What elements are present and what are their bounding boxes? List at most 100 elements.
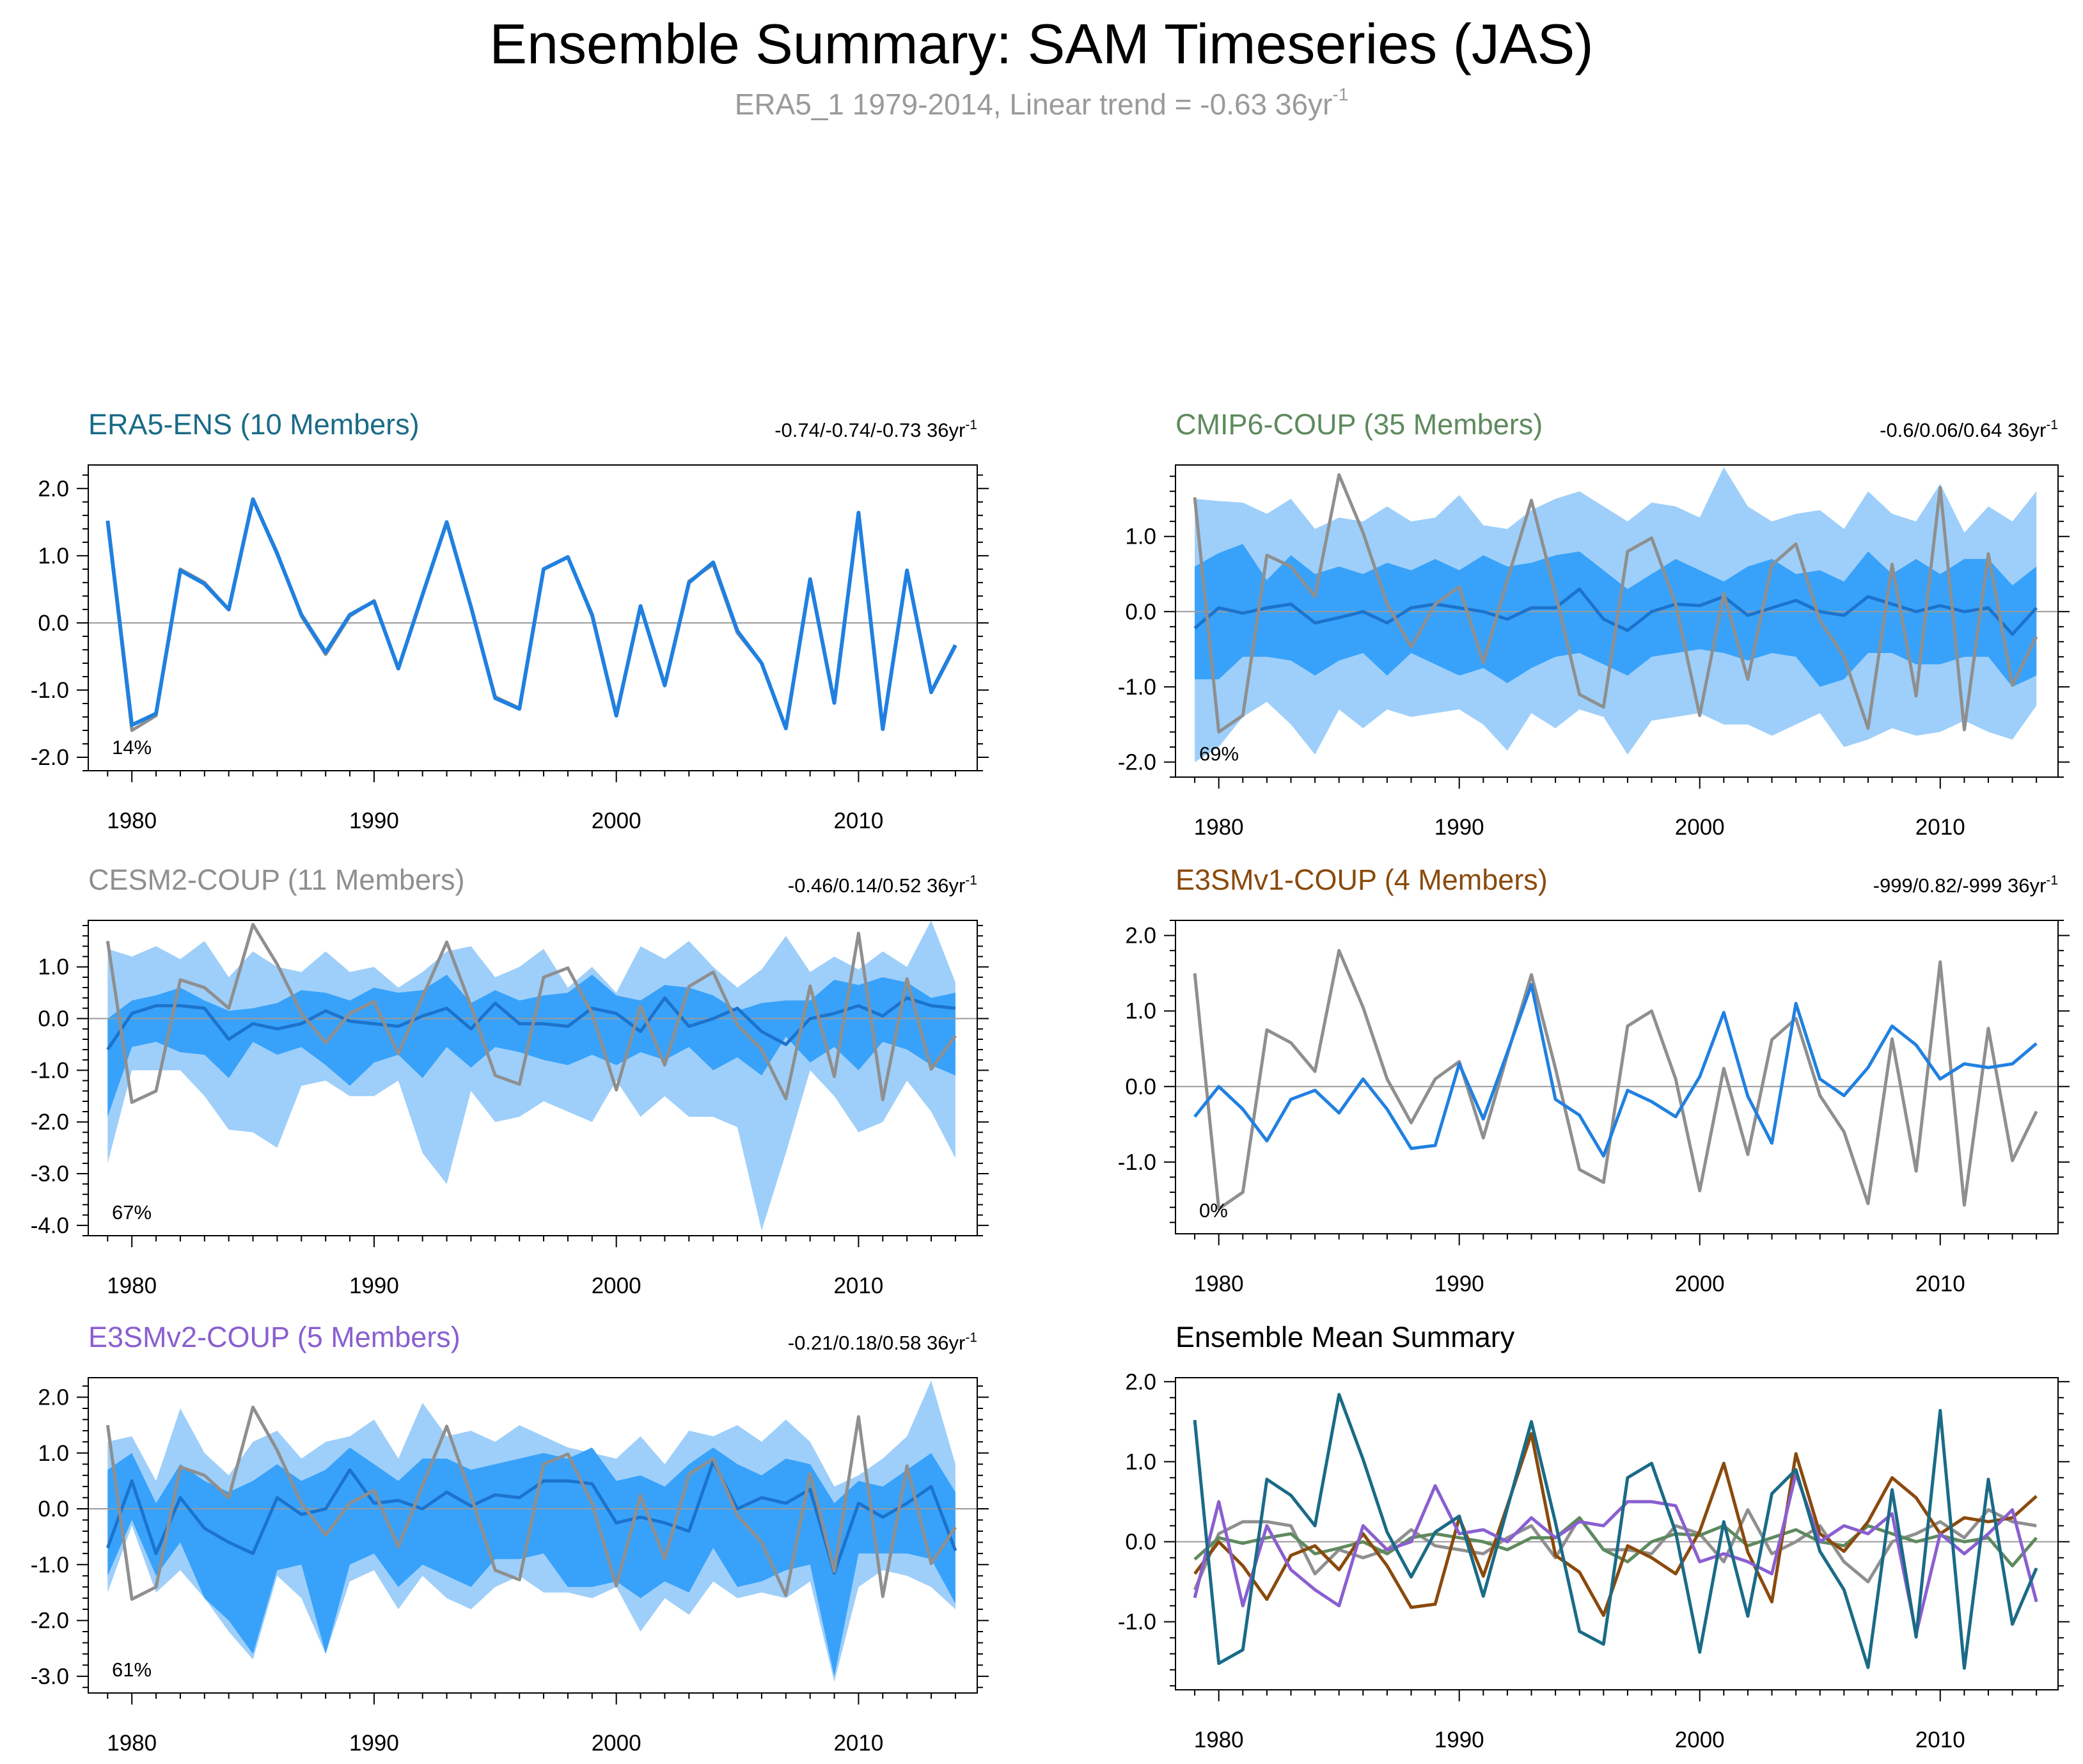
panel-e3smv2: E3SMv2-COUP (5 Members) -0.21/0.18/0.58 3…: [31, 1321, 989, 1756]
panel-summary: Ensemble Mean Summary 2.0 1.0 0.0 -1.0 1980 19…: [1118, 1321, 2070, 1752]
y-tick-label: 0.0: [38, 611, 69, 636]
y-tick-label: 0.0: [1125, 1075, 1156, 1099]
x-tick-label: 2010: [1915, 1728, 1965, 1752]
spread-band-outer: [107, 920, 955, 1231]
panel-title: ERA5-ENS (10 Members): [88, 408, 420, 441]
x-tick-label: 2000: [1675, 1728, 1725, 1752]
panel-title: Ensemble Mean Summary: [1175, 1321, 1515, 1353]
ensemble-line: [1193, 982, 2038, 1158]
x-tick-label: 2010: [833, 808, 883, 833]
x-tick-label: 1980: [107, 1273, 157, 1298]
x-tick-label: 1990: [1435, 1728, 1484, 1752]
panel-cmip6: CMIP6-COUP (35 Members) -0.6/0.06/0.64 36…: [1118, 408, 2070, 840]
plot-area: [88, 497, 977, 732]
y-tick-label: -2.0: [31, 745, 69, 770]
y-tick-label: 2.0: [38, 476, 69, 501]
y-tick-label: -1.0: [31, 678, 69, 703]
x-tick-label: 2000: [1675, 1272, 1725, 1296]
observed-line: [106, 1405, 957, 1601]
x-tick-label: 1980: [1194, 815, 1244, 840]
percent-label: 14%: [112, 736, 152, 759]
panel-era5: ERA5-ENS (10 Members) -0.74/-0.74/-0.73 3…: [31, 408, 989, 833]
x-tick-label: 1990: [349, 808, 399, 833]
subtitle-superscript: -1: [1332, 84, 1349, 104]
y-tick-label: 0.0: [38, 1497, 69, 1522]
trend-label: -999/0.82/-999 36yr-1: [1873, 873, 2058, 897]
x-tick-label: 2000: [592, 1273, 641, 1298]
observed-line: [1193, 949, 2038, 1211]
spread-band-inner: [107, 974, 955, 1117]
percent-label: 0%: [1199, 1199, 1228, 1222]
panel-title: E3SMv2-COUP (5 Members): [88, 1321, 460, 1353]
main-title: Ensemble Summary: SAM Timeseries (JAS): [489, 12, 1594, 75]
percent-label: 61%: [112, 1658, 152, 1681]
trend-label: -0.46/0.14/0.52 36yr-1: [788, 873, 977, 897]
series-line-era5-ens: [1193, 1392, 2038, 1670]
x-tick-label: 2010: [1915, 815, 1965, 840]
x-tick-label: 2010: [833, 1731, 883, 1756]
plot-frame: [88, 920, 978, 1236]
x-tick-label: 1990: [349, 1731, 399, 1756]
y-tick-label: -2.0: [31, 1110, 69, 1135]
plot-area: [88, 920, 977, 1231]
y-tick-label: 0.0: [1125, 599, 1156, 624]
panel-cesm2: CESM2-COUP (11 Members) -0.46/0.14/0.52 3…: [31, 863, 989, 1298]
plot-area: [88, 1380, 977, 1682]
trend-label: -0.74/-0.74/-0.73 36yr-1: [774, 418, 977, 441]
y-tick-label: -1.0: [1118, 1150, 1156, 1175]
observed-line: [106, 498, 957, 732]
x-tick-label: 1990: [1435, 1272, 1484, 1296]
y-tick-label: -3.0: [31, 1162, 69, 1186]
subtitle: ERA5_1 1979-2014, Linear trend = -0.63 3…: [0, 84, 2083, 122]
plot-frame: [88, 1377, 978, 1694]
x-tick-label: 1980: [1194, 1728, 1244, 1752]
spread-band-inner: [1195, 544, 2037, 687]
y-tick-label: 1.0: [1125, 524, 1156, 549]
trend-label: -0.6/0.06/0.64 36yr-1: [1880, 418, 2058, 441]
y-tick-label: -1.0: [31, 1058, 69, 1083]
plot-area: [1175, 1392, 2058, 1670]
x-tick-label: 2000: [592, 808, 641, 833]
series-line-e3smv1-coup: [1193, 1432, 2038, 1618]
x-tick-label: 2000: [592, 1731, 641, 1756]
y-tick-label: 1.0: [38, 544, 69, 569]
y-tick-label: 2.0: [38, 1385, 69, 1410]
y-tick-label: -1.0: [31, 1552, 69, 1577]
x-tick-label: 1990: [1435, 815, 1484, 840]
panel-title: CESM2-COUP (11 Members): [88, 863, 464, 896]
subtitle-text: ERA5_1 1979-2014, Linear trend = -0.63 3…: [734, 88, 1333, 121]
observed-line: [1193, 473, 2038, 734]
y-tick-label: -2.0: [1118, 750, 1156, 775]
plot-area: [1175, 467, 2058, 762]
y-tick-label: -1.0: [1118, 1610, 1156, 1635]
x-tick-label: 2010: [833, 1273, 883, 1298]
panel-e3smv1: E3SMv1-COUP (4 Members) -999/0.82/-999 36…: [1118, 863, 2070, 1296]
percent-label: 69%: [1199, 743, 1239, 765]
y-tick-label: 2.0: [1125, 1369, 1156, 1394]
x-tick-label: 2000: [1675, 815, 1725, 840]
x-tick-label: 1980: [1194, 1272, 1244, 1296]
plot-frame: [1175, 464, 2059, 778]
y-tick-label: -2.0: [31, 1609, 69, 1634]
x-tick-label: 1980: [107, 1731, 157, 1756]
y-tick-label: 0.0: [1125, 1530, 1156, 1555]
y-tick-label: -1.0: [1118, 675, 1156, 700]
y-tick-label: 1.0: [38, 1441, 69, 1466]
ensemble-line: [106, 497, 957, 731]
plot-frame: [88, 464, 978, 771]
plot-area: [1175, 949, 2058, 1211]
ensemble-mean-line: [106, 1460, 957, 1575]
y-tick-label: 2.0: [1125, 924, 1156, 949]
panel-title: E3SMv1-COUP (4 Members): [1175, 863, 1548, 896]
plot-frame: [1175, 920, 2059, 1234]
y-tick-label: 1.0: [1125, 999, 1156, 1024]
y-tick-label: -4.0: [31, 1213, 69, 1238]
plot-frame: [1175, 1377, 2059, 1690]
observed-line: [106, 923, 957, 1104]
series-line-e3smv2-coup: [1193, 1472, 2038, 1635]
x-tick-label: 2010: [1915, 1272, 1965, 1296]
x-tick-label: 1980: [107, 808, 157, 833]
x-tick-label: 1990: [349, 1273, 399, 1298]
percent-label: 67%: [112, 1201, 152, 1224]
